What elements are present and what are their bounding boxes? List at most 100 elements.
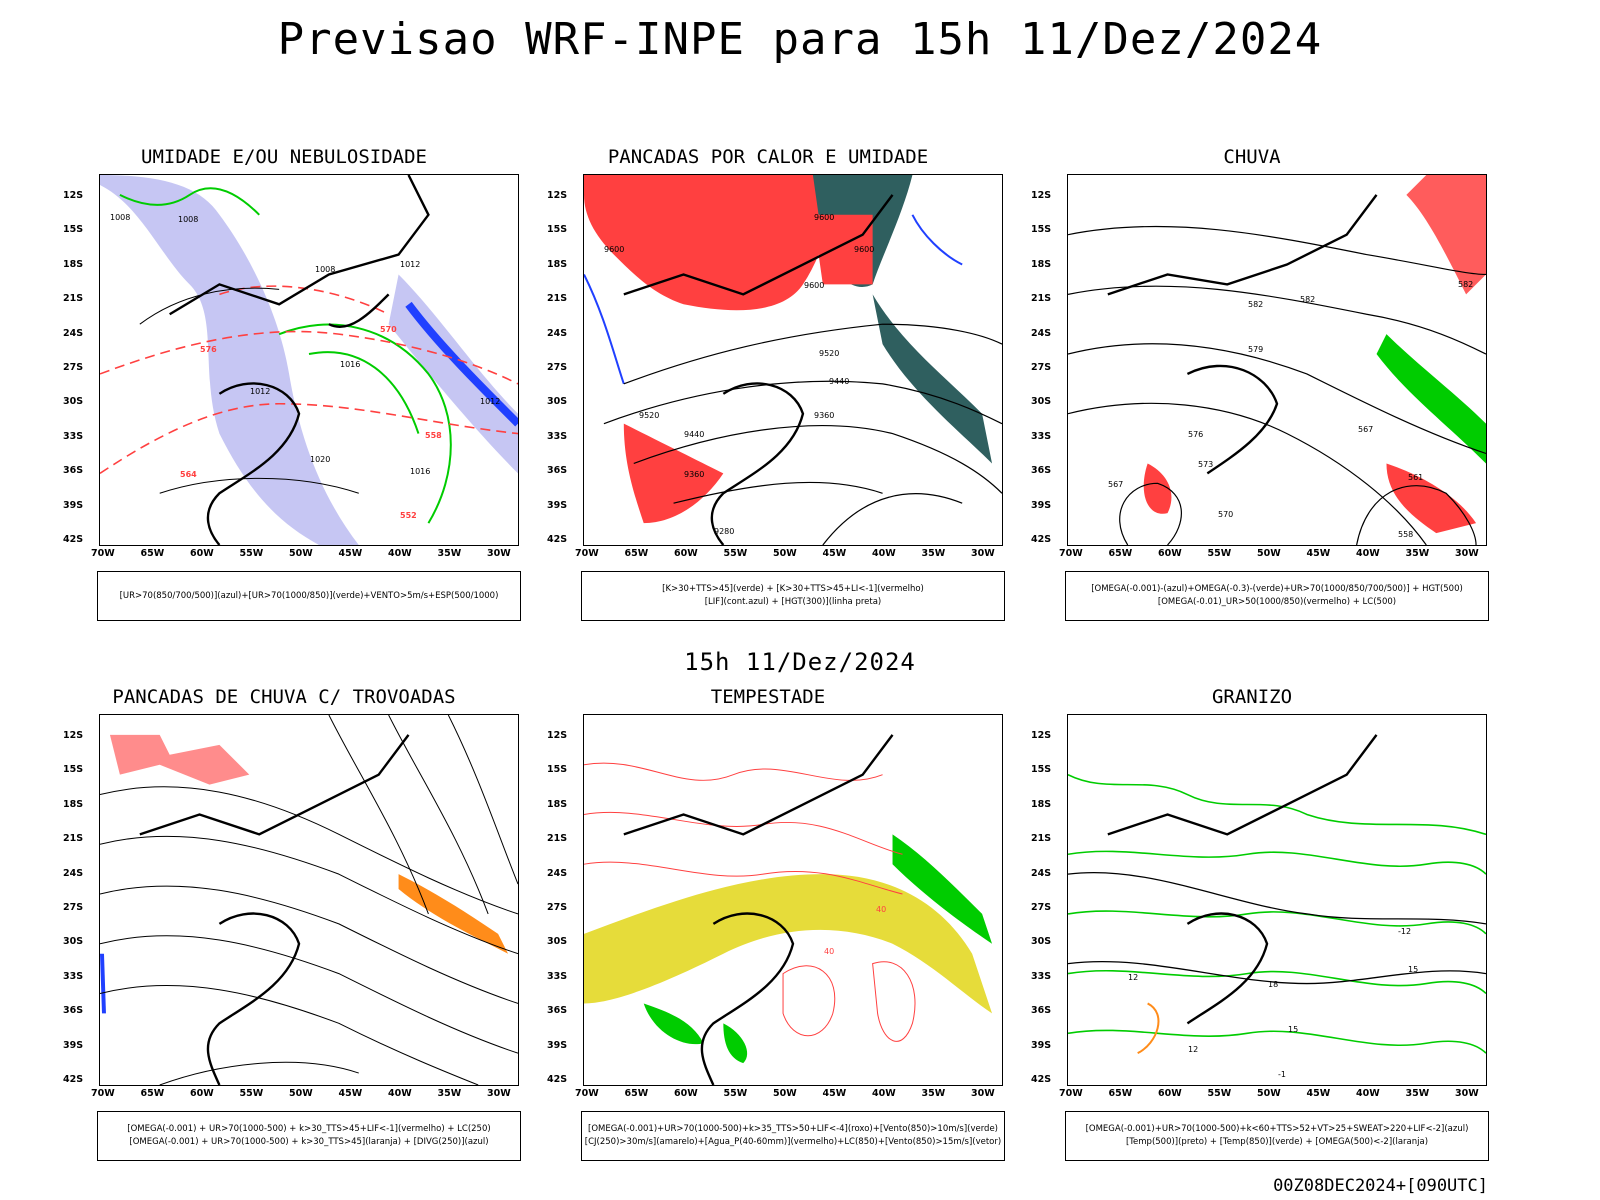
- map-area[interactable]: 1008 1008 1008 1012 1012 1016 1020 1016 …: [99, 174, 519, 546]
- contour-label: 582: [1300, 295, 1316, 304]
- legend-line: [OMEGA(-0.001)+UR>70(1000-500)+k<60+TTS>…: [1085, 1124, 1469, 1134]
- contour-label: 18: [1268, 980, 1279, 989]
- lon-tick-label: 65W: [624, 548, 649, 559]
- lon-tick-label: 55W: [1207, 1088, 1232, 1099]
- lon-tick-label: 65W: [1108, 1088, 1133, 1099]
- contour-label: 40: [876, 905, 887, 914]
- lat-tick-label: 24S: [63, 327, 84, 339]
- lon-tick-label: 40W: [388, 548, 412, 559]
- contour-label: 576: [200, 345, 217, 354]
- lon-tick-label: 70W: [1059, 1088, 1083, 1099]
- lon-tick-label: 55W: [1207, 548, 1232, 559]
- contour-label: 12: [1188, 1045, 1199, 1054]
- lat-tick-label: 30S: [63, 396, 84, 408]
- lat-tick-label: 42S: [547, 534, 568, 545]
- map-area[interactable]: 40 40: [583, 714, 1003, 1086]
- contour-label: 15: [1408, 965, 1419, 974]
- lon-tick-label: 50W: [773, 548, 797, 559]
- lat-tick-label: 24S: [1031, 327, 1052, 339]
- lon-tick-label: 30W: [487, 548, 511, 559]
- contour-label: 12: [1128, 973, 1139, 982]
- contour-label: 1008: [178, 215, 199, 224]
- panel-legend: [UR>70(850/700/500)](azul)+[UR>70(1000/8…: [97, 571, 521, 621]
- lat-tick-label: 12S: [1031, 190, 1052, 201]
- lat-tick-label: 36S: [1031, 465, 1052, 477]
- lon-tick-label: 60W: [1158, 548, 1182, 559]
- lat-tick-label: 15S: [547, 764, 568, 776]
- contour-label: 1016: [410, 467, 431, 476]
- lon-tick-label: 35W: [437, 1088, 462, 1099]
- lat-tick-label: 30S: [63, 936, 84, 948]
- contour-label: -1: [1278, 1070, 1286, 1079]
- lat-tick-label: 33S: [1031, 430, 1052, 442]
- map-area[interactable]: [99, 714, 519, 1086]
- lat-tick-label: 33S: [547, 970, 568, 982]
- contour-label: -12: [1398, 927, 1412, 936]
- lat-tick-label: 33S: [63, 970, 84, 982]
- lon-tick-label: 35W: [1405, 548, 1430, 559]
- legend-line: [LIF](cont.azul) + [HGT(300)](linha pret…: [704, 597, 882, 607]
- lon-tick-label: 45W: [338, 548, 363, 559]
- lat-tick-label: 42S: [547, 1074, 568, 1085]
- lat-tick-label: 39S: [63, 1039, 84, 1051]
- lat-tick-label: 39S: [547, 1039, 568, 1051]
- panel-title: PANCADAS POR CALOR E UMIDADE: [607, 146, 929, 168]
- lon-tick-label: 50W: [289, 548, 313, 559]
- map-area[interactable]: 582 582 579 576 573 570 567 567 561 558 …: [1067, 174, 1487, 546]
- lon-tick-label: 35W: [437, 548, 462, 559]
- lon-tick-label: 70W: [575, 548, 599, 559]
- lon-tick-label: 60W: [674, 548, 698, 559]
- contour-label: 552: [400, 511, 417, 520]
- legend-line: [OMEGA(-0.01)_UR>50(1000/850)(vermelho) …: [1157, 597, 1397, 607]
- map-area[interactable]: 9600 9600 9600 9600 9520 9440 9360 9440 …: [583, 174, 1003, 546]
- panel-title: UMIDADE E/OU NEBULOSIDADE: [141, 146, 427, 168]
- lat-tick-label: 12S: [63, 730, 84, 741]
- panel-thunderstorm-showers: PANCADAS DE CHUVA C/ TROVOADAS [OMEGA(-0…: [49, 686, 521, 1161]
- lat-tick-label: 21S: [547, 833, 568, 845]
- lat-tick-label: 18S: [547, 798, 568, 810]
- lat-tick-label: 12S: [547, 730, 568, 741]
- contour-label: 9600: [604, 245, 625, 254]
- lon-tick-label: 70W: [1059, 548, 1083, 559]
- lat-tick-label: 30S: [1031, 936, 1052, 948]
- contour-label: 570: [380, 325, 397, 334]
- panel-storm: TEMPESTADE 40 40 [OMEGA(-0.001)+UR>70(10…: [533, 686, 1005, 1161]
- lat-tick-label: 15S: [1031, 764, 1052, 776]
- lat-tick-label: 12S: [63, 190, 84, 201]
- lon-tick-label: 40W: [872, 1088, 896, 1099]
- lat-tick-label: 36S: [63, 1005, 84, 1017]
- lat-tick-label: 12S: [547, 190, 568, 201]
- lat-tick-label: 15S: [1031, 224, 1052, 236]
- contour-label: 9440: [684, 430, 705, 439]
- panel-title: GRANIZO: [1211, 686, 1293, 708]
- lon-tick-label: 45W: [1306, 548, 1331, 559]
- panel-title: CHUVA: [1223, 146, 1281, 168]
- lat-tick-label: 27S: [547, 362, 568, 373]
- lat-tick-label: 15S: [547, 224, 568, 236]
- panel-heat-showers: PANCADAS POR CALOR E UMIDADE 9600 9600 9…: [533, 146, 1005, 621]
- panel-legend: [K>30+TTS>45](verde) + [K>30+TTS>45+LI<-…: [581, 571, 1005, 621]
- lat-tick-label: 36S: [1031, 1005, 1052, 1017]
- lon-tick-label: 45W: [822, 548, 847, 559]
- lat-tick-label: 42S: [63, 534, 84, 545]
- contour-label: 9440: [829, 377, 850, 386]
- lon-tick-label: 65W: [140, 1088, 165, 1099]
- legend-line: [UR>70(850/700/500)](azul)+[UR>70(1000/8…: [119, 590, 499, 601]
- contour-label: 9600: [854, 245, 875, 254]
- lon-tick-label: 40W: [1356, 1088, 1380, 1099]
- contour-label: 9360: [814, 411, 835, 420]
- contour-label: 9600: [814, 213, 835, 222]
- lat-tick-label: 33S: [1031, 970, 1052, 982]
- lat-tick-label: 24S: [1031, 867, 1052, 879]
- lon-tick-label: 45W: [1306, 1088, 1331, 1099]
- contour-label: 1008: [315, 265, 336, 274]
- lat-tick-label: 21S: [1031, 293, 1052, 305]
- lon-tick-label: 30W: [971, 548, 995, 559]
- contour-label: 558: [425, 431, 442, 440]
- lat-tick-label: 33S: [547, 430, 568, 442]
- map-area[interactable]: -12 12 15 18 15 12 -1: [1067, 714, 1487, 1086]
- lon-tick-label: 70W: [575, 1088, 599, 1099]
- lat-tick-label: 15S: [63, 764, 84, 776]
- panel-legend: [OMEGA(-0.001)-(azul)+OMEGA(-0.3)-(verde…: [1065, 571, 1489, 621]
- panel-legend: [OMEGA(-0.001) + UR>70(1000-500) + k>30_…: [97, 1111, 521, 1161]
